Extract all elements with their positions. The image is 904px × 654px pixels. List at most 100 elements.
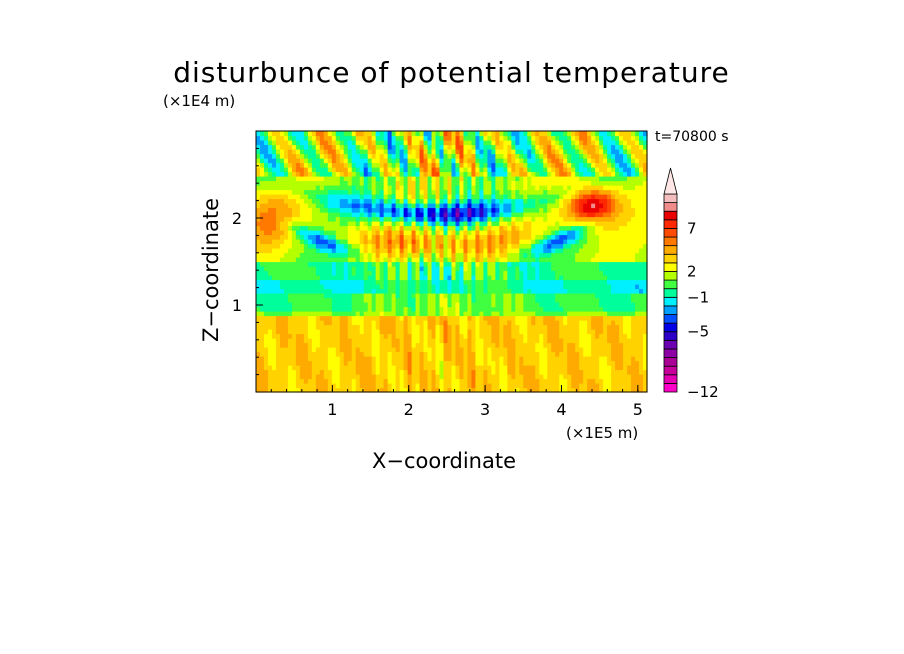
heatmap-cell [279,225,285,231]
heatmap-cell [519,284,524,290]
heatmap-cell [431,176,437,182]
heatmap-cell [535,306,540,312]
heatmap-cell [435,378,441,384]
heatmap-cell [555,374,560,380]
heatmap-cell [431,342,437,348]
heatmap-cell [439,311,445,317]
heatmap-cell [583,158,588,164]
heatmap-cell [403,140,409,146]
heatmap-cell [455,306,461,312]
heatmap-cell [367,234,373,240]
heatmap-cell [483,284,489,290]
heatmap-cell [331,288,337,294]
heatmap-cell [287,347,293,353]
heatmap-cell [519,225,524,231]
heatmap-cell [587,180,592,186]
heatmap-cell [555,252,560,258]
heatmap-cell [375,311,381,317]
heatmap-cell [303,153,309,159]
heatmap-cell [343,171,349,177]
heatmap-cell [495,338,500,344]
heatmap-cell [339,356,345,362]
heatmap-cell [395,315,401,321]
heatmap-cell [515,257,520,263]
heatmap-cell [491,180,496,186]
heatmap-cell [379,302,385,308]
heatmap-cell [491,347,496,353]
heatmap-cell [467,140,473,146]
heatmap-cell [403,270,409,276]
heatmap-cell [547,338,552,344]
heatmap-cell [479,261,485,267]
heatmap-cell [439,167,445,173]
heatmap-cell [495,333,500,339]
heatmap-cell [435,239,441,245]
heatmap-cell [443,284,449,290]
heatmap-cell [523,207,528,213]
heatmap-cell [403,293,409,299]
heatmap-cell [303,144,309,150]
heatmap-cell [315,378,321,384]
heatmap-cell [271,387,277,393]
heatmap-cell [303,221,309,227]
heatmap-cell [299,302,305,308]
heatmap-cell [411,270,417,276]
heatmap-cell [323,365,329,371]
heatmap-cell [347,207,353,213]
heatmap-cell [475,257,481,263]
heatmap-cell [379,284,385,290]
heatmap-cell [371,347,377,353]
heatmap-cell [439,369,445,375]
heatmap-cell [279,311,285,317]
heatmap-cell [395,171,401,177]
heatmap-cell [427,149,433,155]
heatmap-cell [383,180,389,186]
heatmap-cell [391,207,397,213]
heatmap-cell [387,351,393,357]
heatmap-cell [387,279,393,285]
heatmap-cell [363,135,369,141]
heatmap-cell [555,230,560,236]
heatmap-cell [503,378,508,384]
heatmap-cell [483,230,489,236]
heatmap-cell [511,302,516,308]
heatmap-cell [539,144,544,150]
heatmap-cell [303,167,309,173]
heatmap-cell [275,185,281,191]
heatmap-cell [263,162,269,168]
heatmap-cell [299,243,305,249]
heatmap-cell [475,356,481,362]
heatmap-cell [539,198,544,204]
heatmap-cell [403,383,409,389]
heatmap-cell [375,329,381,335]
heatmap-cell [523,162,528,168]
heatmap-cell [531,374,536,380]
heatmap-cell [575,180,580,186]
heatmap-cell [535,293,540,299]
heatmap-cell [455,257,461,263]
heatmap-cell [367,185,373,191]
heatmap-cell [347,180,353,186]
heatmap-cell [583,333,588,339]
heatmap-cell [395,203,401,209]
heatmap-cell [419,356,425,362]
heatmap-cell [451,311,457,317]
heatmap-cell [395,153,401,159]
heatmap-cell [383,293,389,299]
heatmap-cell [467,333,473,339]
heatmap-cell [423,311,429,317]
heatmap-cell [583,198,588,204]
heatmap-cell [256,243,261,249]
heatmap-cell [499,338,504,344]
heatmap-cell [379,243,385,249]
heatmap-cell [467,356,473,362]
heatmap-cell [539,171,544,177]
heatmap-cell [291,320,297,326]
heatmap-cell [256,176,261,182]
heatmap-cell [455,315,461,321]
heatmap-cell [359,369,365,375]
heatmap-cell [511,167,516,173]
heatmap-cell [471,252,477,258]
heatmap-cell [403,239,409,245]
heatmap-cell [355,185,361,191]
